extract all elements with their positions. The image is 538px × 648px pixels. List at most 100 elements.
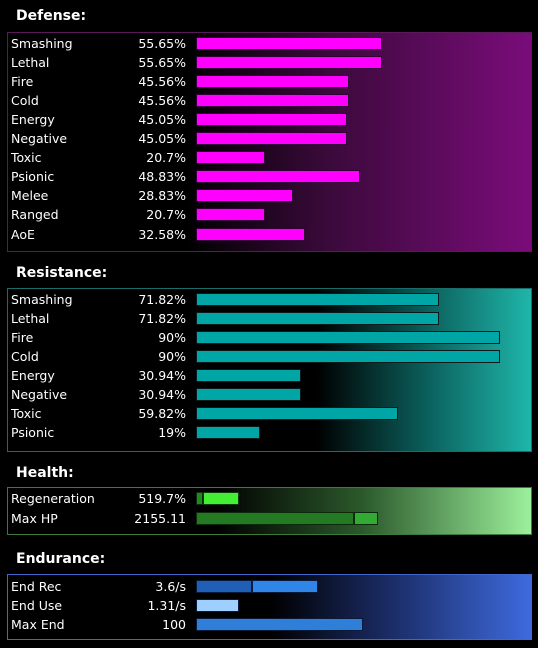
regeneration-label: Regeneration xyxy=(11,491,95,506)
defense-row-psionic: Psionic 48.83% xyxy=(8,168,531,187)
defense-bar xyxy=(196,227,305,241)
defense-bar xyxy=(196,208,265,222)
max-hp-row: Max HP 2155.11 xyxy=(8,510,531,529)
defense-label: Psionic xyxy=(11,169,55,185)
resistance-bar xyxy=(196,426,260,440)
end-rec-bonus-bar xyxy=(252,580,318,593)
max-hp-bonus-bar xyxy=(354,512,378,525)
max-end-row: Max End 100 xyxy=(8,616,531,635)
defense-label: Fire xyxy=(11,74,34,90)
defense-row-negative: Negative 45.05% xyxy=(8,130,531,149)
resistance-label: Energy xyxy=(11,368,55,384)
end-use-value: 1.31/s xyxy=(147,598,186,613)
end-use-row: End Use 1.31/s xyxy=(8,597,531,616)
resistance-row-psionic: Psionic 19% xyxy=(8,424,531,443)
defense-label: Ranged xyxy=(11,207,59,223)
defense-label: Energy xyxy=(11,112,55,128)
health-panel: Regeneration 519.7% Max HP 2155.11 xyxy=(7,487,532,535)
end-rec-label: End Rec xyxy=(11,579,62,594)
resistance-label: Cold xyxy=(11,349,39,365)
defense-label: Toxic xyxy=(11,150,42,166)
defense-bar xyxy=(196,170,360,184)
resistance-value: 19% xyxy=(158,425,186,441)
resistance-bar xyxy=(196,293,439,306)
end-rec-row: End Rec 3.6/s xyxy=(8,578,531,597)
defense-value: 45.05% xyxy=(138,112,186,128)
defense-bar xyxy=(196,37,382,50)
defense-bar xyxy=(196,94,349,108)
defense-bar xyxy=(196,151,265,165)
max-hp-base-bar xyxy=(196,512,354,525)
defense-row-smashing: Smashing 55.65% xyxy=(8,35,531,54)
defense-value: 55.65% xyxy=(138,55,186,71)
resistance-bar xyxy=(196,369,301,383)
resistance-value: 90% xyxy=(158,349,186,365)
resistance-row-smashing: Smashing 71.82% xyxy=(8,291,531,310)
defense-value: 55.65% xyxy=(138,36,186,51)
defense-row-fire: Fire 45.56% xyxy=(8,73,531,92)
end-rec-value: 3.6/s xyxy=(155,579,186,594)
resistance-panel: Smashing 71.82% Lethal 71.82% Fire 90% Cold 90%… xyxy=(7,288,532,452)
resistance-value: 30.94% xyxy=(138,387,186,403)
defense-value: 45.56% xyxy=(138,93,186,109)
resistance-value: 30.94% xyxy=(138,368,186,384)
defense-row-ranged: Ranged 20.7% xyxy=(8,206,531,225)
end-use-label: End Use xyxy=(11,598,63,613)
defense-bar xyxy=(196,113,347,127)
resistance-bar xyxy=(196,331,500,345)
defense-bar xyxy=(196,75,349,89)
endurance-panel: End Rec 3.6/s End Use 1.31/s Max End 100 xyxy=(7,574,532,640)
resistance-row-energy: Energy 30.94% xyxy=(8,367,531,386)
resistance-label: Negative xyxy=(11,387,68,403)
defense-value: 48.83% xyxy=(138,169,186,185)
resistance-row-lethal: Lethal 71.82% xyxy=(8,310,531,329)
resistance-label: Toxic xyxy=(11,406,42,422)
defense-value: 32.58% xyxy=(138,226,186,242)
resistance-bar xyxy=(196,312,439,326)
regeneration-base-bar xyxy=(196,492,203,505)
resistance-row-fire: Fire 90% xyxy=(8,329,531,348)
resistance-title: Resistance: xyxy=(16,265,108,281)
defense-label: Cold xyxy=(11,93,39,109)
defense-bar xyxy=(196,56,382,70)
max-end-value: 100 xyxy=(162,617,186,632)
defense-row-aoe: AoE 32.58% xyxy=(8,226,531,245)
end-rec-base-bar xyxy=(196,580,252,593)
endurance-title: Endurance: xyxy=(16,551,106,567)
resistance-row-negative: Negative 30.94% xyxy=(8,386,531,405)
defense-title: Defense: xyxy=(16,8,87,24)
defense-row-energy: Energy 45.05% xyxy=(8,111,531,130)
defense-label: Smashing xyxy=(11,36,73,51)
resistance-value: 90% xyxy=(158,330,186,346)
defense-value: 28.83% xyxy=(138,188,186,204)
defense-value: 20.7% xyxy=(146,207,186,223)
defense-row-toxic: Toxic 20.7% xyxy=(8,149,531,168)
health-title: Health: xyxy=(16,465,74,481)
regeneration-row: Regeneration 519.7% xyxy=(8,490,531,509)
defense-bar xyxy=(196,189,293,203)
defense-row-melee: Melee 28.83% xyxy=(8,187,531,206)
defense-label: Lethal xyxy=(11,55,50,71)
resistance-label: Lethal xyxy=(11,311,50,327)
max-end-bar xyxy=(196,618,363,631)
resistance-value: 71.82% xyxy=(138,292,186,307)
resistance-bar xyxy=(196,350,500,364)
max-hp-value: 2155.11 xyxy=(134,511,186,526)
resistance-row-toxic: Toxic 59.82% xyxy=(8,405,531,424)
defense-row-lethal: Lethal 55.65% xyxy=(8,54,531,73)
end-use-bar xyxy=(196,599,239,612)
defense-value: 45.56% xyxy=(138,74,186,90)
resistance-label: Fire xyxy=(11,330,34,346)
regeneration-bar xyxy=(203,492,239,505)
resistance-value: 71.82% xyxy=(138,311,186,327)
defense-panel: Smashing 55.65% Lethal 55.65% Fire 45.56% Cold… xyxy=(7,32,532,252)
max-hp-label: Max HP xyxy=(11,511,58,526)
defense-bar xyxy=(196,132,347,146)
resistance-value: 59.82% xyxy=(138,406,186,422)
defense-label: AoE xyxy=(11,226,35,242)
defense-label: Melee xyxy=(11,188,49,204)
defense-value: 20.7% xyxy=(146,150,186,166)
max-end-label: Max End xyxy=(11,617,65,632)
resistance-bar xyxy=(196,388,301,402)
resistance-bar xyxy=(196,407,398,421)
